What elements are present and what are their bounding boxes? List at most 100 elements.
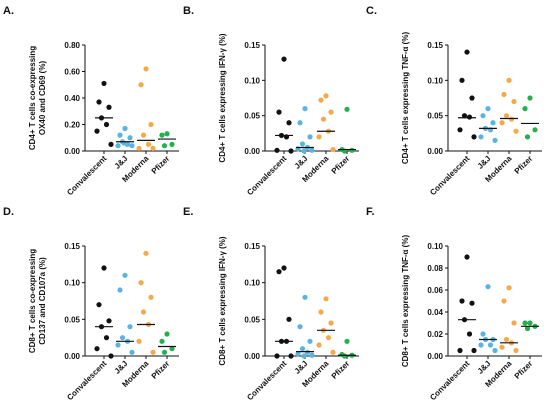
data-point xyxy=(316,342,322,348)
x-tick-label: Convalescent xyxy=(65,154,108,197)
data-point xyxy=(307,338,313,344)
y-tick-label: 0.80 xyxy=(64,41,80,50)
data-point xyxy=(471,134,477,140)
y-axis-label: CD8+ T cells expressing TNF-α (%) xyxy=(401,235,410,368)
data-point xyxy=(330,146,336,153)
data-point xyxy=(145,141,152,147)
data-point xyxy=(127,324,133,330)
data-point xyxy=(469,300,475,306)
y-tick-label: 0.05 xyxy=(427,112,443,121)
data-point xyxy=(122,125,128,132)
data-point xyxy=(143,250,149,256)
y-tick-label: 0.05 xyxy=(64,315,80,324)
x-tick-label: Convalescent xyxy=(65,359,108,402)
y-axis-label: CD137 and CD107a (%) xyxy=(38,257,47,345)
y-tick-label: 0.08 xyxy=(427,264,443,273)
y-tick-label: 0.00 xyxy=(64,352,80,361)
x-tick-label: J&J xyxy=(113,154,130,171)
data-point xyxy=(318,97,324,103)
data-point xyxy=(506,285,512,291)
data-point xyxy=(274,147,280,153)
data-point xyxy=(138,280,144,286)
data-point xyxy=(522,320,528,326)
data-point xyxy=(138,82,144,88)
data-point xyxy=(466,331,473,337)
data-point xyxy=(492,137,498,143)
data-point xyxy=(527,320,533,326)
x-tick-label: Pfizer xyxy=(513,154,535,176)
data-point xyxy=(478,134,484,140)
x-tick-label: J&J xyxy=(293,154,310,171)
data-point xyxy=(108,353,114,359)
data-point xyxy=(341,353,348,359)
data-point xyxy=(297,324,303,330)
data-point xyxy=(129,143,135,149)
x-tick-label: Pfizer xyxy=(150,359,172,381)
data-point xyxy=(301,353,307,359)
y-tick-label: 0.15 xyxy=(244,242,260,251)
panel: E. CD8+ T cells expressing IFN-γ (%) 0.00 0… xyxy=(183,206,359,402)
data-point xyxy=(297,120,303,126)
data-point xyxy=(159,338,165,344)
x-tick-label: Pfizer xyxy=(330,359,352,381)
data-point xyxy=(94,346,100,352)
y-tick-label: 0.06 xyxy=(427,286,443,295)
data-point xyxy=(503,113,510,119)
x-tick-label: Pfizer xyxy=(513,359,535,381)
panel: C. CD4+ T cells expressing TNF-α (%) 0.00 0… xyxy=(366,5,542,197)
data-point xyxy=(286,316,292,322)
data-point xyxy=(511,98,517,105)
data-point xyxy=(501,91,507,98)
y-tick-label: 0.04 xyxy=(427,308,443,317)
y-tick-label: 0.00 xyxy=(244,352,260,361)
y-axis-label: CD4+ T cells co-expressing xyxy=(28,46,37,150)
data-point xyxy=(344,338,350,344)
data-point xyxy=(108,141,114,147)
data-point xyxy=(344,106,350,112)
data-point xyxy=(169,346,175,352)
data-point xyxy=(522,106,528,112)
data-point xyxy=(117,132,123,138)
x-tick-label: Convalescent xyxy=(428,359,471,402)
data-point xyxy=(103,121,110,128)
data-point xyxy=(524,325,531,332)
data-point xyxy=(328,320,334,326)
data-point xyxy=(159,132,165,138)
y-tick-label: 0.20 xyxy=(64,121,80,130)
x-tick-label: Convalescent xyxy=(245,154,288,197)
data-point xyxy=(499,344,505,350)
data-point xyxy=(301,148,307,154)
data-point xyxy=(119,335,126,341)
data-point xyxy=(136,145,142,151)
data-point xyxy=(464,254,470,260)
data-point xyxy=(276,269,282,275)
y-tick-label: 0.15 xyxy=(427,41,443,50)
y-axis-label: OX40 and CD69 (%) xyxy=(38,61,47,136)
data-point xyxy=(115,342,121,348)
data-point xyxy=(478,342,484,348)
data-point xyxy=(464,49,470,55)
panel: A. CD4+ T cells co-expressing OX40 and CD6… xyxy=(3,5,179,197)
data-point xyxy=(318,309,324,315)
panel: B. CD4+ T cells expressing IFN-γ (%) 0.00 0… xyxy=(183,5,359,197)
data-point xyxy=(286,120,292,126)
y-tick-label: 0.10 xyxy=(64,279,80,288)
x-tick-label: Pfizer xyxy=(330,154,352,176)
y-tick-label: 0.10 xyxy=(244,76,260,85)
data-point xyxy=(288,148,294,154)
data-point xyxy=(106,318,112,324)
data-point xyxy=(164,131,170,137)
y-axis-label: CD8+ T cells co-expressing xyxy=(28,249,37,353)
data-point xyxy=(148,294,154,300)
data-point xyxy=(527,95,533,101)
data-point xyxy=(457,127,463,133)
y-tick-label: 0.15 xyxy=(244,41,260,50)
data-point xyxy=(129,349,135,355)
y-axis-label: CD4+ T cells expressing IFN-γ (%) xyxy=(218,33,227,162)
x-tick-label: Convalescent xyxy=(245,359,288,402)
data-point xyxy=(281,56,287,62)
data-point xyxy=(96,99,102,105)
panel: D. CD8+ T cells co-expressing CD137 and CD… xyxy=(3,206,179,402)
y-tick-label: 0.00 xyxy=(244,147,260,156)
data-point xyxy=(94,128,100,134)
